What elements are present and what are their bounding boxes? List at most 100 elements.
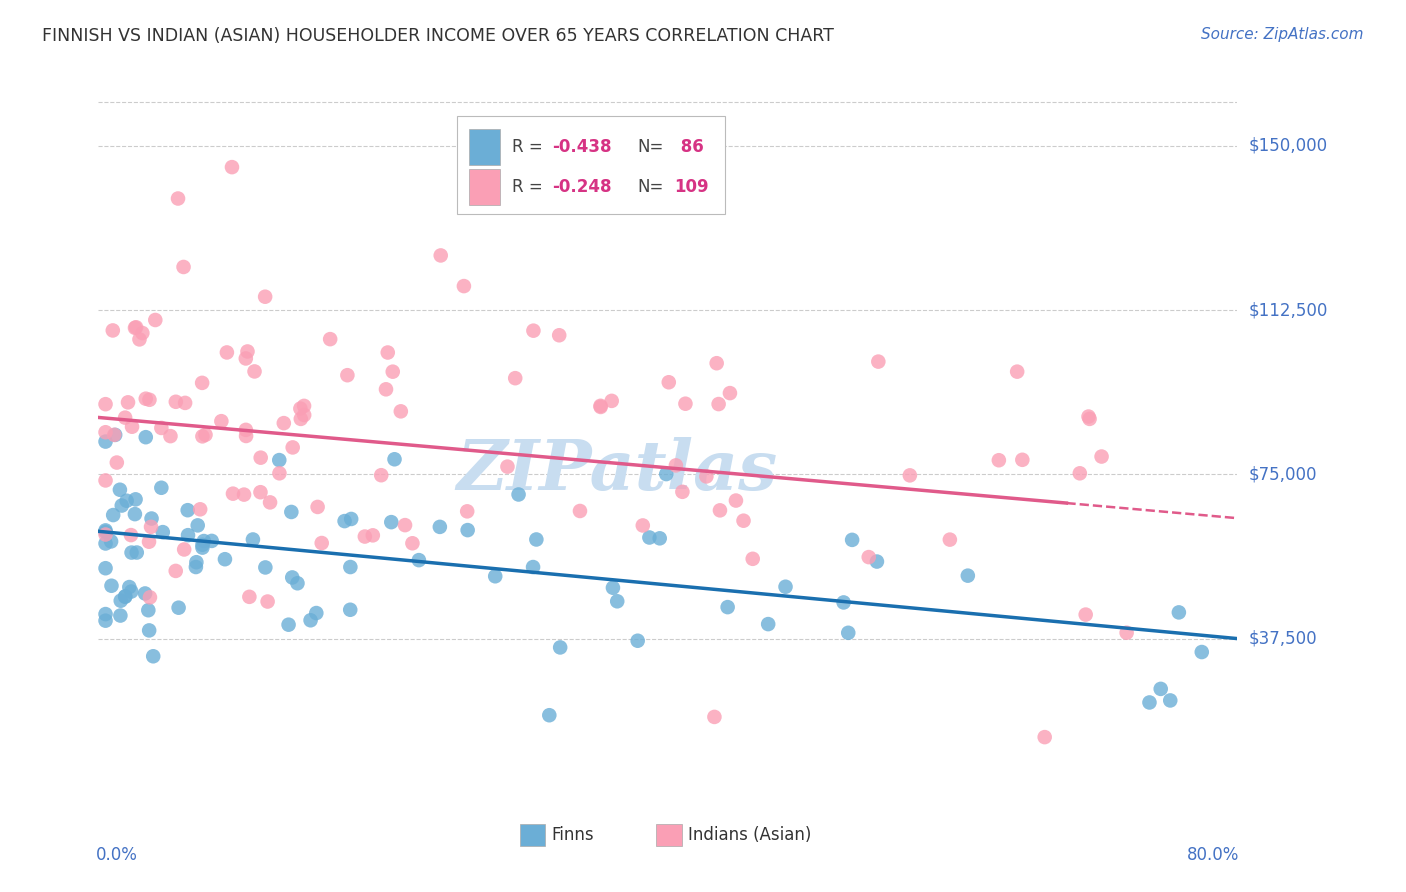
Point [186,555,208,569]
Point [484,569,506,583]
Point [775,580,797,594]
Text: R =: R = [512,137,548,156]
Point [174,396,197,410]
Point [235,351,257,366]
Point [124,492,146,507]
Point [508,487,530,501]
Bar [520,824,546,847]
Point [254,290,277,304]
Point [201,533,224,548]
Point [184,560,207,574]
Point [589,399,612,413]
Point [868,354,890,368]
Point [167,192,190,206]
Point [233,487,256,501]
Text: Source: ZipAtlas.com: Source: ZipAtlas.com [1201,27,1364,42]
Point [242,533,264,547]
Text: $75,000: $75,000 [1249,466,1317,483]
Point [627,633,650,648]
Point [194,427,217,442]
Point [353,530,375,544]
Point [648,531,671,545]
Point [1090,450,1112,464]
Point [94,614,117,628]
Text: ZIPatlas: ZIPatlas [456,437,778,504]
Text: Indians (Asian): Indians (Asian) [689,826,811,844]
Point [375,382,398,396]
Point [101,508,124,522]
Point [167,600,190,615]
Point [135,392,157,406]
Point [138,624,160,638]
Point [243,364,266,378]
Point [173,260,195,274]
Text: 0.0%: 0.0% [96,847,138,864]
Point [741,551,763,566]
Bar [468,169,501,205]
Point [290,412,312,426]
Point [280,505,302,519]
Point [177,528,200,542]
Point [429,520,451,534]
Text: -0.438: -0.438 [551,137,612,156]
Point [94,561,117,575]
Point [307,500,329,514]
Point [209,414,232,428]
Point [381,365,404,379]
Point [336,368,359,383]
Point [292,399,315,413]
Point [191,541,214,555]
Text: $112,500: $112,500 [1249,301,1327,319]
Point [1167,606,1189,620]
Text: 109: 109 [675,178,709,196]
Point [602,581,624,595]
Text: FINNISH VS INDIAN (ASIAN) HOUSEHOLDER INCOME OVER 65 YEARS CORRELATION CHART: FINNISH VS INDIAN (ASIAN) HOUSEHOLDER IN… [42,27,834,45]
Point [273,416,295,430]
Point [401,536,423,550]
Point [1011,452,1033,467]
Point [457,523,479,537]
Point [1139,696,1161,710]
Point [121,545,143,559]
Point [142,649,165,664]
Point [384,452,406,467]
Point [548,328,571,343]
Point [134,586,156,600]
Point [319,332,342,346]
Point [394,518,416,533]
Point [94,474,117,488]
Point [281,441,304,455]
Point [215,345,238,359]
Point [118,580,141,594]
Point [508,169,530,184]
Point [675,397,697,411]
Point [987,453,1010,467]
Point [724,493,747,508]
Point [141,511,163,525]
Point [858,550,880,565]
Point [453,279,475,293]
Text: $150,000: $150,000 [1249,137,1327,155]
Point [841,533,863,547]
Point [238,590,260,604]
Point [165,394,187,409]
Point [1078,412,1101,426]
Point [249,485,271,500]
Point [105,456,128,470]
Point [866,555,889,569]
Point [108,483,131,497]
Point [695,469,717,483]
Point [522,324,544,338]
Point [256,594,278,608]
Point [655,467,678,481]
Point [121,419,143,434]
Point [115,493,138,508]
Point [104,428,127,442]
Point [114,590,136,604]
Point [94,524,117,539]
Point [101,323,124,337]
Point [187,518,209,533]
Point [114,589,136,603]
Point [832,595,855,609]
Bar [657,824,682,847]
